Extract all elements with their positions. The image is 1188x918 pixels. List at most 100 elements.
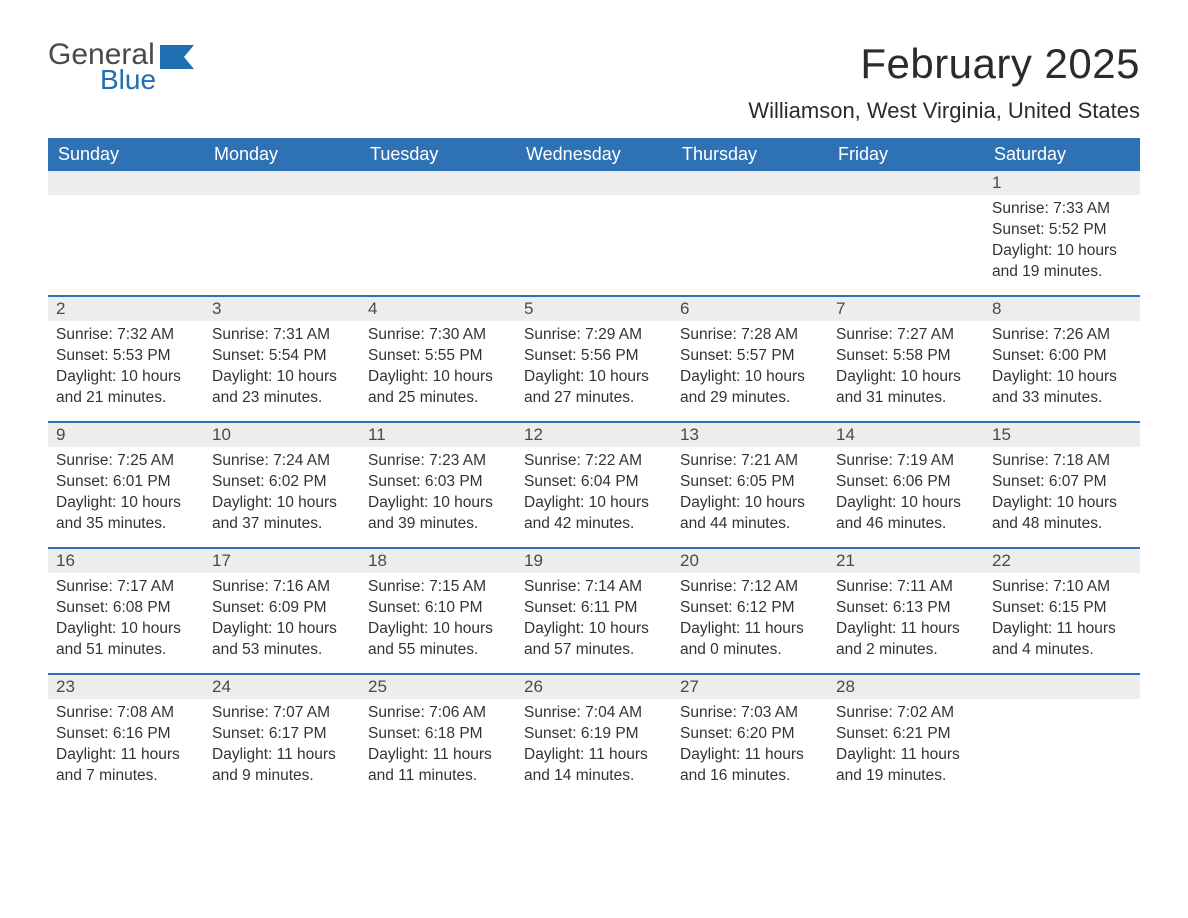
day-number: 9 [48, 423, 204, 447]
day-day2: and 33 minutes. [992, 388, 1132, 409]
day-day2: and 2 minutes. [836, 640, 976, 661]
day-sunset: Sunset: 6:07 PM [992, 472, 1132, 493]
day-body: Sunrise: 7:30 AMSunset: 5:55 PMDaylight:… [360, 321, 516, 419]
day-cell: 21Sunrise: 7:11 AMSunset: 6:13 PMDayligh… [828, 549, 984, 673]
day-cell: 8Sunrise: 7:26 AMSunset: 6:00 PMDaylight… [984, 297, 1140, 421]
day-body: Sunrise: 7:25 AMSunset: 6:01 PMDaylight:… [48, 447, 204, 545]
day-cell: 17Sunrise: 7:16 AMSunset: 6:09 PMDayligh… [204, 549, 360, 673]
day-sunrise: Sunrise: 7:21 AM [680, 451, 820, 472]
day-day2: and 21 minutes. [56, 388, 196, 409]
day-number [984, 675, 1140, 699]
day-body: Sunrise: 7:06 AMSunset: 6:18 PMDaylight:… [360, 699, 516, 797]
day-number: 22 [984, 549, 1140, 573]
header: General Blue February 2025 Williamson, W… [48, 40, 1140, 124]
day-sunset: Sunset: 6:18 PM [368, 724, 508, 745]
day-body: Sunrise: 7:22 AMSunset: 6:04 PMDaylight:… [516, 447, 672, 545]
flag-icon [160, 45, 194, 69]
day-day2: and 35 minutes. [56, 514, 196, 535]
day-cell: 2Sunrise: 7:32 AMSunset: 5:53 PMDaylight… [48, 297, 204, 421]
day-day1: Daylight: 10 hours [992, 367, 1132, 388]
day-day1: Daylight: 11 hours [836, 619, 976, 640]
day-number: 26 [516, 675, 672, 699]
day-cell: 12Sunrise: 7:22 AMSunset: 6:04 PMDayligh… [516, 423, 672, 547]
day-number: 15 [984, 423, 1140, 447]
day-cell [984, 675, 1140, 799]
day-body: Sunrise: 7:10 AMSunset: 6:15 PMDaylight:… [984, 573, 1140, 671]
day-body: Sunrise: 7:07 AMSunset: 6:17 PMDaylight:… [204, 699, 360, 797]
day-cell: 24Sunrise: 7:07 AMSunset: 6:17 PMDayligh… [204, 675, 360, 799]
day-cell: 14Sunrise: 7:19 AMSunset: 6:06 PMDayligh… [828, 423, 984, 547]
day-sunset: Sunset: 6:05 PM [680, 472, 820, 493]
day-number: 10 [204, 423, 360, 447]
day-cell [672, 171, 828, 295]
day-sunset: Sunset: 5:57 PM [680, 346, 820, 367]
day-day1: Daylight: 10 hours [836, 367, 976, 388]
day-day2: and 11 minutes. [368, 766, 508, 787]
day-day1: Daylight: 10 hours [836, 493, 976, 514]
day-body: Sunrise: 7:11 AMSunset: 6:13 PMDaylight:… [828, 573, 984, 671]
day-body: Sunrise: 7:24 AMSunset: 6:02 PMDaylight:… [204, 447, 360, 545]
day-day1: Daylight: 11 hours [680, 745, 820, 766]
day-cell: 13Sunrise: 7:21 AMSunset: 6:05 PMDayligh… [672, 423, 828, 547]
day-number [48, 171, 204, 195]
day-sunset: Sunset: 6:08 PM [56, 598, 196, 619]
day-day1: Daylight: 11 hours [368, 745, 508, 766]
weeks-container: 1Sunrise: 7:33 AMSunset: 5:52 PMDaylight… [48, 171, 1140, 799]
month-title: February 2025 [748, 40, 1140, 88]
day-cell: 16Sunrise: 7:17 AMSunset: 6:08 PMDayligh… [48, 549, 204, 673]
day-sunset: Sunset: 5:54 PM [212, 346, 352, 367]
day-day1: Daylight: 10 hours [212, 619, 352, 640]
day-number: 24 [204, 675, 360, 699]
day-body: Sunrise: 7:23 AMSunset: 6:03 PMDaylight:… [360, 447, 516, 545]
day-number: 19 [516, 549, 672, 573]
location: Williamson, West Virginia, United States [748, 98, 1140, 124]
day-sunset: Sunset: 6:00 PM [992, 346, 1132, 367]
day-sunrise: Sunrise: 7:29 AM [524, 325, 664, 346]
day-day1: Daylight: 10 hours [56, 367, 196, 388]
day-sunrise: Sunrise: 7:08 AM [56, 703, 196, 724]
day-sunrise: Sunrise: 7:30 AM [368, 325, 508, 346]
day-number: 14 [828, 423, 984, 447]
day-sunset: Sunset: 5:52 PM [992, 220, 1132, 241]
weekday-header: Tuesday [360, 138, 516, 171]
day-body: Sunrise: 7:17 AMSunset: 6:08 PMDaylight:… [48, 573, 204, 671]
day-sunrise: Sunrise: 7:24 AM [212, 451, 352, 472]
day-sunrise: Sunrise: 7:28 AM [680, 325, 820, 346]
day-sunset: Sunset: 6:10 PM [368, 598, 508, 619]
logo: General Blue [48, 40, 194, 94]
day-sunset: Sunset: 6:11 PM [524, 598, 664, 619]
day-day1: Daylight: 10 hours [368, 367, 508, 388]
day-number [360, 171, 516, 195]
day-number: 23 [48, 675, 204, 699]
week-row: 23 Sunrise: 7:08 AMSunset: 6:16 PM Dayligh… [48, 673, 1140, 799]
calendar: SundayMondayTuesdayWednesdayThursdayFrid… [48, 138, 1140, 799]
day-sunrise: Sunrise: 7:06 AM [368, 703, 508, 724]
day-sunrise: Sunrise: 7:02 AM [836, 703, 976, 724]
day-number: 6 [672, 297, 828, 321]
day-number: 7 [828, 297, 984, 321]
day-sunrise: Sunrise: 7:32 AM [56, 325, 196, 346]
day-sunrise: Sunrise: 7:04 AM [524, 703, 664, 724]
day-day1: Daylight: 10 hours [680, 493, 820, 514]
day-sunset: Sunset: 6:09 PM [212, 598, 352, 619]
day-cell: 1Sunrise: 7:33 AMSunset: 5:52 PMDaylight… [984, 171, 1140, 295]
day-body: Sunrise: 7:16 AMSunset: 6:09 PMDaylight:… [204, 573, 360, 671]
day-cell: 11Sunrise: 7:23 AMSunset: 6:03 PMDayligh… [360, 423, 516, 547]
day-sunrise: Sunrise: 7:15 AM [368, 577, 508, 598]
day-body: Sunrise: 7:28 AMSunset: 5:57 PMDaylight:… [672, 321, 828, 419]
day-number: 13 [672, 423, 828, 447]
day-body: Sunrise: 7:21 AMSunset: 6:05 PMDaylight:… [672, 447, 828, 545]
day-cell: 6Sunrise: 7:28 AMSunset: 5:57 PMDaylight… [672, 297, 828, 421]
day-day1: Daylight: 10 hours [680, 367, 820, 388]
weekday-header: Monday [204, 138, 360, 171]
weekday-row: SundayMondayTuesdayWednesdayThursdayFrid… [48, 138, 1140, 171]
day-day2: and 55 minutes. [368, 640, 508, 661]
day-sunset: Sunset: 6:16 PM [56, 724, 196, 745]
day-sunset: Sunset: 6:17 PM [212, 724, 352, 745]
day-body: Sunrise: 7:32 AMSunset: 5:53 PMDaylight:… [48, 321, 204, 419]
day-number: 4 [360, 297, 516, 321]
weekday-header: Saturday [984, 138, 1140, 171]
day-day1: Daylight: 10 hours [992, 493, 1132, 514]
day-day1: Daylight: 10 hours [524, 367, 664, 388]
day-day2: and 27 minutes. [524, 388, 664, 409]
